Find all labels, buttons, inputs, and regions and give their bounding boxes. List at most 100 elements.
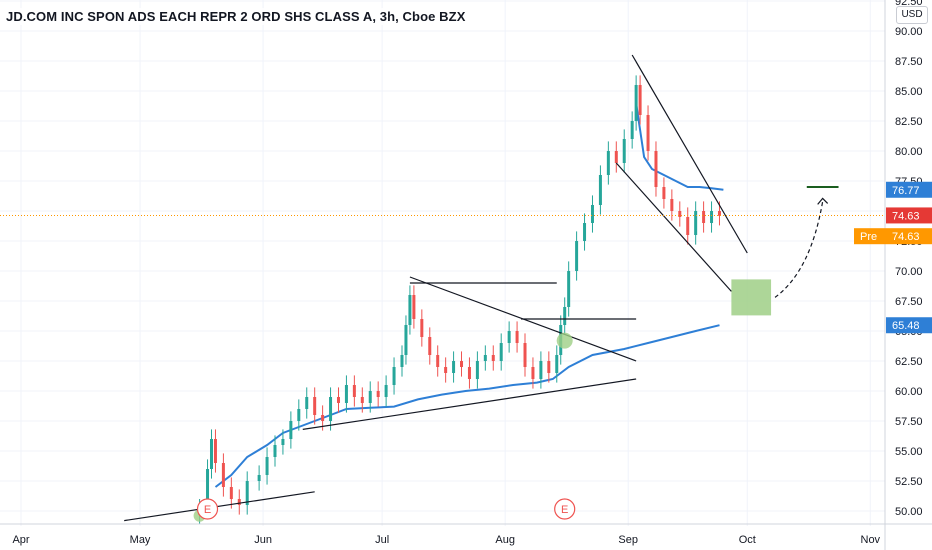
- ma-line: [214, 324, 720, 488]
- candle-body: [436, 355, 440, 367]
- candle-body: [281, 439, 285, 445]
- candle-body: [634, 85, 638, 121]
- currency-button[interactable]: USD: [896, 6, 928, 24]
- candle-body: [400, 355, 404, 367]
- candle-body: [452, 361, 456, 373]
- projection-arrow: [774, 201, 824, 298]
- candle-body: [686, 217, 690, 235]
- candle-body: [694, 211, 698, 235]
- candle-body: [289, 421, 293, 439]
- earnings-marker-label: E: [561, 504, 568, 516]
- candle-body: [710, 211, 714, 223]
- price-tick-label: 87.50: [895, 56, 923, 68]
- pre-market-tag: [854, 228, 932, 245]
- price-tick-label: 50.00: [895, 506, 923, 518]
- candle-body: [257, 475, 261, 481]
- candle-body: [321, 415, 325, 421]
- candle-body: [654, 151, 658, 187]
- target-zone-layer: [731, 279, 772, 316]
- earnings-marker: [554, 498, 576, 520]
- candle-body: [583, 223, 587, 241]
- candle-body: [412, 295, 416, 319]
- price-tick-label: 82.50: [895, 116, 923, 128]
- time-tick-label: Sep: [618, 534, 638, 546]
- time-axis[interactable]: Apr May Jun Jul Aug Sep Oct Nov: [0, 523, 932, 546]
- candle-body: [444, 367, 448, 373]
- candle-body: [404, 325, 408, 355]
- candle-body: [420, 319, 424, 337]
- candle-body: [646, 115, 650, 151]
- last-price-tag: [886, 207, 932, 224]
- candle-body: [563, 307, 567, 325]
- breakout-marker: [556, 332, 573, 349]
- candle-body: [408, 295, 412, 325]
- price-labels: 76.77 74.63 65.48 Pre 74.63: [0, 181, 932, 334]
- candle-body: [555, 355, 559, 373]
- target-price-tag: [886, 181, 932, 198]
- candle-body: [237, 499, 241, 505]
- candle-body: [273, 445, 277, 457]
- candle-body: [590, 205, 594, 223]
- candle-body: [428, 337, 432, 355]
- candle-body: [344, 385, 348, 403]
- pre-market-tag-label: Pre: [860, 231, 877, 243]
- ma-price-tag-text: 65.48: [892, 320, 920, 332]
- ma-short-line: [635, 102, 724, 191]
- projection-arrowhead: [817, 197, 829, 205]
- candle-body: [622, 139, 626, 163]
- time-tick-label: May: [130, 534, 151, 546]
- candle-body: [336, 397, 340, 403]
- price-tick-label: 67.50: [895, 296, 923, 308]
- price-axis[interactable]: 50.0052.5055.0057.5060.0062.5065.0067.50…: [884, 0, 923, 550]
- candle-body: [523, 343, 527, 367]
- time-tick-label: Nov: [861, 534, 881, 546]
- candle-body: [491, 355, 495, 361]
- candle-body: [638, 85, 642, 115]
- candle-body: [531, 367, 535, 379]
- price-tick-label: 55.00: [895, 446, 923, 458]
- candle-body: [329, 397, 333, 421]
- trendline: [302, 378, 637, 430]
- price-tick-label: 90.00: [895, 26, 923, 38]
- price-tick-label: 80.00: [895, 146, 923, 158]
- candle-body: [245, 481, 249, 505]
- price-tick-label: 85.00: [895, 86, 923, 98]
- candle-body: [368, 391, 372, 403]
- candle-body: [507, 331, 511, 343]
- candle-body: [598, 175, 602, 205]
- candle-body: [209, 439, 213, 469]
- candle-body: [467, 367, 471, 379]
- candle-body: [575, 241, 579, 271]
- time-tick-label: Jun: [254, 534, 272, 546]
- time-tick-label: Jul: [375, 534, 389, 546]
- price-tick-label: 92.50: [895, 0, 923, 8]
- ma-price-tag: [886, 317, 932, 334]
- candle-body: [376, 391, 380, 397]
- price-tick-label: 57.50: [895, 416, 923, 428]
- candle-body: [499, 343, 503, 361]
- price-tick-label: 60.00: [895, 386, 923, 398]
- candle-body: [547, 361, 551, 373]
- candle-body: [360, 397, 364, 403]
- candle-body: [717, 211, 721, 216]
- last-price-tag-text: 74.63: [892, 210, 920, 222]
- candle-body: [567, 271, 571, 307]
- time-tick-label: Aug: [495, 534, 515, 546]
- candle-body: [515, 331, 519, 343]
- candle-body: [483, 355, 487, 361]
- candle-body: [213, 439, 217, 463]
- candle-body: [702, 211, 706, 223]
- candle-body: [221, 463, 225, 487]
- candle-body: [670, 199, 674, 211]
- candle-body: [539, 361, 543, 379]
- candle-body: [606, 151, 610, 175]
- price-tick-label: 70.00: [895, 266, 923, 278]
- chart-grid: [0, 0, 885, 526]
- candle-body: [229, 487, 233, 499]
- candle-body: [460, 361, 464, 367]
- time-tick-label: Oct: [739, 534, 756, 546]
- target-price-tag-text: 76.77: [892, 185, 920, 197]
- candle-body: [614, 151, 618, 163]
